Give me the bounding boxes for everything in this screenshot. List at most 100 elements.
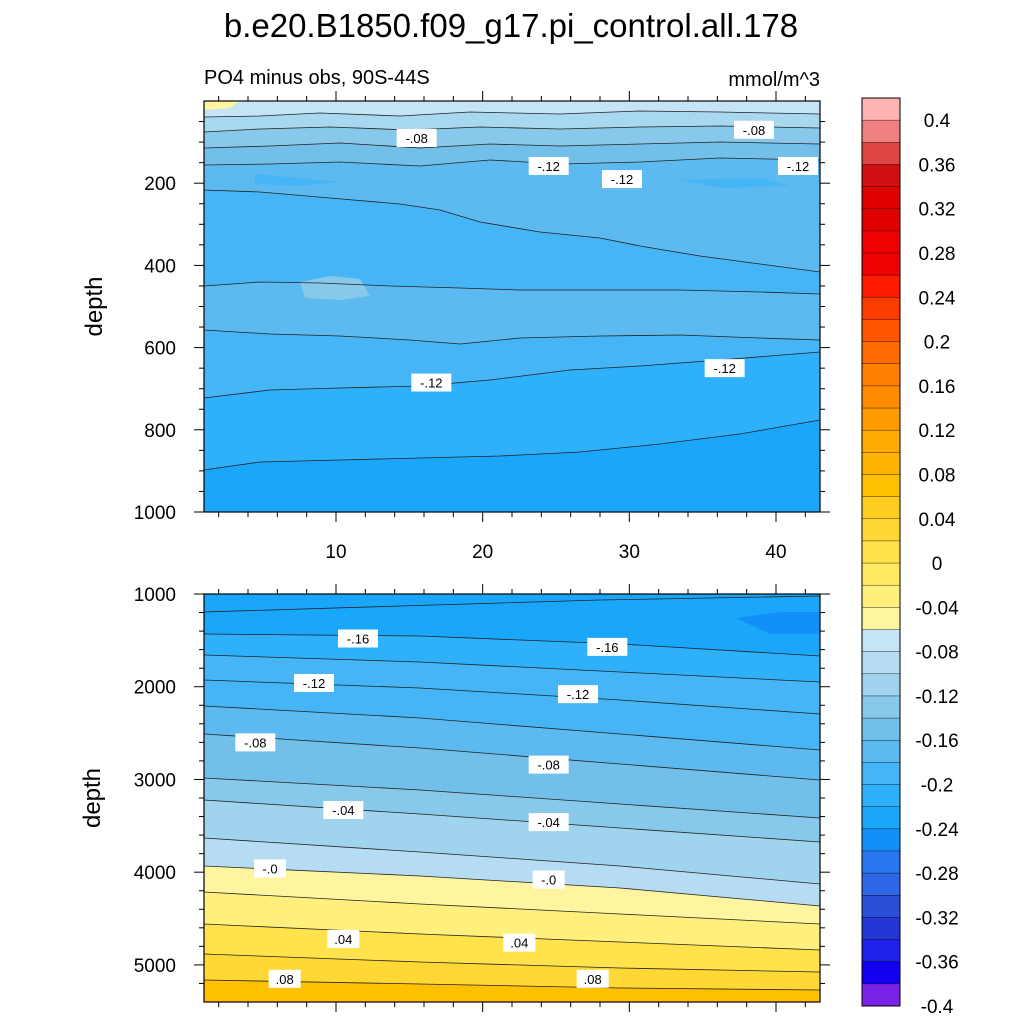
upper-contour-line bbox=[203, 141, 821, 149]
colorbar-label: -0.04 bbox=[915, 598, 959, 619]
lower-contour-label: -.0 bbox=[541, 873, 556, 888]
colorbar-swatch bbox=[862, 850, 900, 874]
lower-contour-label-bg bbox=[558, 685, 598, 704]
colorbar-label: -0.32 bbox=[915, 908, 958, 929]
colorbar: 0.4 0.36 0.32 0.28 0.24 0.2 0.16 0.12 0.08 0.04 0 -… bbox=[861, 97, 959, 1018]
lower-contour-band bbox=[204, 838, 820, 906]
colorbar-label: -0.24 bbox=[915, 820, 959, 841]
upper-y-tick-label: 1000 bbox=[134, 503, 176, 524]
colorbar-label: 0.36 bbox=[919, 155, 956, 176]
lower-contour-label: -.04 bbox=[537, 815, 559, 830]
lower-contour-label-bg bbox=[235, 733, 276, 752]
colorbar-swatch bbox=[862, 275, 900, 298]
colorbar-swatch bbox=[862, 408, 900, 431]
colorbar-swatch bbox=[862, 120, 900, 143]
upper-contour-band bbox=[204, 142, 820, 166]
lower-y-axis-label: depth bbox=[79, 768, 106, 828]
lower-contour-band bbox=[204, 866, 820, 924]
upper-contour-label-bg bbox=[602, 170, 642, 189]
colorbar-swatch bbox=[862, 474, 900, 498]
upper-contour-label-bg bbox=[396, 128, 437, 147]
lower-contour-label-bg bbox=[532, 870, 565, 889]
upper-contour-band bbox=[204, 126, 820, 148]
upper-contour-patch bbox=[204, 101, 240, 110]
lower-contour-label: .08 bbox=[276, 972, 294, 987]
upper-contour-label-bg bbox=[528, 156, 569, 175]
colorbar-label: -0.12 bbox=[915, 687, 958, 708]
colorbar-swatch bbox=[862, 253, 900, 276]
colorbar-label: -0.28 bbox=[915, 864, 958, 885]
lower-contour-label-bg bbox=[503, 933, 536, 952]
lower-y-tick-label: 5000 bbox=[134, 956, 176, 977]
colorbar-swatch bbox=[862, 540, 900, 564]
lower-contour-label: -.12 bbox=[303, 676, 325, 691]
lower-panel-plot: 1000 2000 3000 4000 5000 depth -.16 -.16 -.12 -.1… bbox=[79, 584, 830, 1012]
colorbar-swatch bbox=[862, 363, 900, 387]
lower-contour-line bbox=[203, 705, 821, 751]
upper-contour-line bbox=[203, 351, 821, 399]
colorbar-swatch bbox=[862, 629, 900, 653]
colorbar-swatch bbox=[862, 961, 900, 985]
lower-contour-label-bg bbox=[576, 969, 609, 988]
upper-contour-line bbox=[203, 125, 821, 133]
upper-y-tick-label: 200 bbox=[144, 174, 176, 195]
lower-contour-label-bg bbox=[528, 813, 569, 832]
colorbar-label: -0.16 bbox=[915, 731, 958, 752]
colorbar-label: 0.2 bbox=[924, 333, 950, 354]
lower-contour-label: -.04 bbox=[332, 803, 354, 818]
colorbar-swatch bbox=[862, 917, 900, 940]
lower-contour-label: -.0 bbox=[262, 861, 277, 876]
colorbar-swatch bbox=[862, 718, 900, 741]
upper-contour-label-bg bbox=[411, 373, 452, 392]
colorbar-swatch bbox=[862, 208, 900, 232]
figure-title: b.e20.B1850.f09_g17.pi_control.all.178 bbox=[224, 7, 798, 44]
lower-contour-line bbox=[203, 953, 821, 973]
colorbar-swatch bbox=[862, 651, 900, 675]
lower-contour-line bbox=[203, 891, 821, 925]
colorbar-swatch bbox=[862, 319, 900, 343]
upper-contour-label: -.12 bbox=[713, 361, 735, 376]
colorbar-swatch bbox=[862, 563, 900, 586]
colorbar-swatch bbox=[862, 341, 900, 365]
lower-contour-label: .04 bbox=[334, 932, 352, 947]
lower-contour-line bbox=[203, 654, 821, 683]
colorbar-swatch bbox=[862, 385, 900, 409]
colorbar-frame bbox=[861, 97, 901, 1007]
lower-contour-label: .08 bbox=[584, 972, 602, 987]
colorbar-label: 0.16 bbox=[919, 377, 956, 398]
lower-contour-label: -.08 bbox=[244, 735, 266, 750]
colorbar-swatch bbox=[862, 98, 900, 121]
colorbar-swatch bbox=[862, 585, 900, 608]
colorbar-swatch bbox=[862, 806, 900, 830]
colorbar-label: 0.24 bbox=[919, 288, 956, 309]
lower-contour-band bbox=[204, 954, 820, 990]
lower-contour-patch bbox=[736, 612, 820, 634]
lower-y-tick-label: 2000 bbox=[134, 678, 176, 699]
upper-y-axis-label: depth bbox=[81, 276, 108, 336]
colorbar-label: -0.36 bbox=[915, 953, 958, 974]
upper-contour-line bbox=[203, 110, 821, 118]
upper-contour-label: -.12 bbox=[537, 159, 559, 174]
colorbar-label: -0.08 bbox=[915, 643, 958, 664]
units-label: mmol/m^3 bbox=[728, 69, 820, 91]
colorbar-swatch bbox=[862, 939, 900, 963]
lower-contour-line bbox=[203, 733, 821, 781]
upper-contour-label: -.08 bbox=[743, 123, 765, 138]
colorbar-swatch bbox=[862, 186, 900, 210]
colorbar-swatch bbox=[862, 496, 900, 520]
upper-contour-line bbox=[203, 419, 821, 471]
colorbar-swatch bbox=[862, 673, 900, 697]
lower-contour-line bbox=[203, 865, 821, 907]
colorbar-label: 0.08 bbox=[919, 465, 956, 486]
colorbar-label: -0.4 bbox=[921, 997, 954, 1018]
lower-contour-band bbox=[204, 778, 820, 842]
lower-contour-label: -.12 bbox=[567, 687, 589, 702]
colorbar-swatch bbox=[862, 230, 900, 254]
colorbar-swatch bbox=[862, 895, 900, 918]
upper-contour-patch bbox=[255, 174, 340, 186]
colorbar-label: -0.2 bbox=[921, 776, 954, 797]
lower-contour-label-bg bbox=[338, 629, 378, 648]
lower-contour-band bbox=[204, 734, 820, 818]
upper-contour-line bbox=[203, 329, 821, 345]
